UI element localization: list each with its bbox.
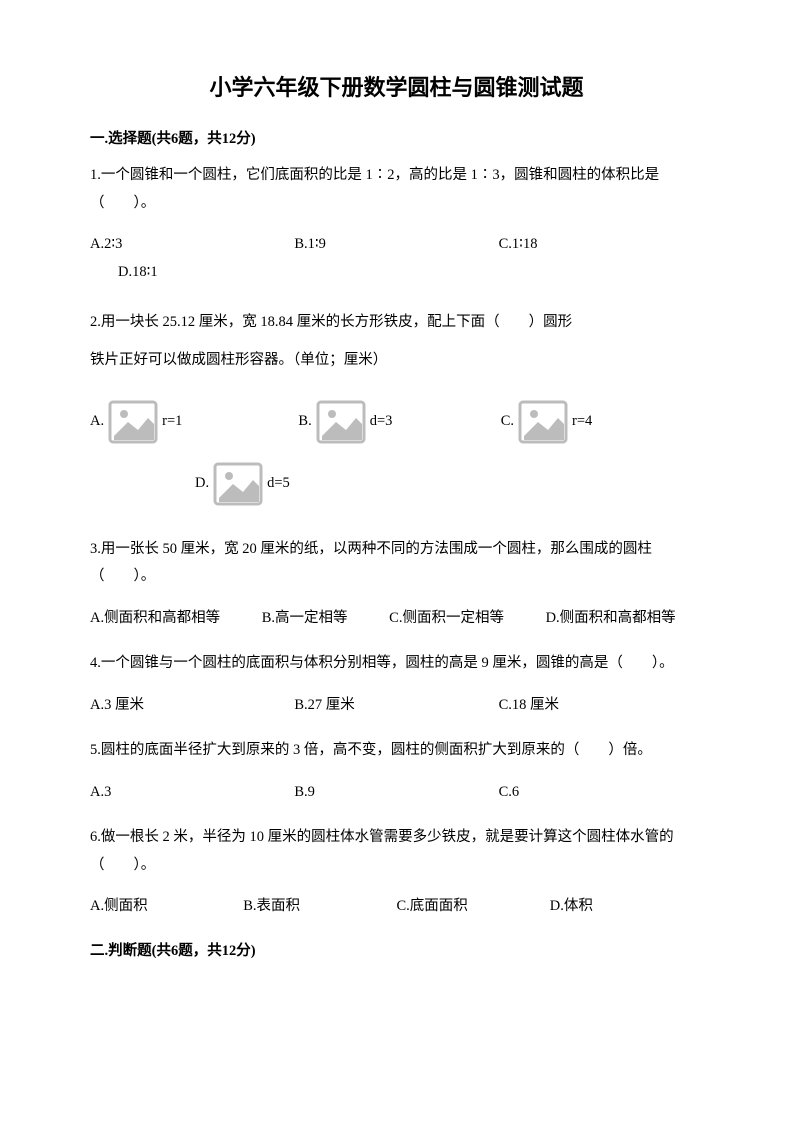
q3-opt-d: D.侧面积和高都相等: [546, 610, 676, 626]
q1-opt-d: D.18∶1: [90, 259, 703, 287]
placeholder-image-icon: [108, 400, 158, 444]
q3-text: 3.用一张长 50 厘米，宽 20 厘米的纸，以两种不同的方法围成一个圆柱，那么…: [90, 536, 703, 591]
q5-opt-a: A.3: [90, 779, 294, 807]
q4-opt-a: A.3 厘米: [90, 692, 294, 720]
q3-opt-a: A.侧面积和高都相等: [90, 610, 220, 626]
placeholder-image-icon: [213, 462, 263, 506]
q2-opt-c-prefix: C.: [501, 413, 514, 430]
q6-opt-a: A.侧面积: [90, 893, 243, 921]
q2-opt-c-suffix: r=4: [572, 413, 592, 430]
placeholder-image-icon: [316, 400, 366, 444]
placeholder-image-icon: [518, 400, 568, 444]
q4-text: 4.一个圆锥与一个圆柱的底面积与体积分别相等，圆柱的高是 9 厘米，圆锥的高是（…: [90, 650, 703, 678]
q6-options: A.侧面积 B.表面积 C.底面面积 D.体积: [90, 893, 703, 921]
q2-opt-a: A. r=1: [90, 400, 298, 444]
q4-opt-b: B.27 厘米: [294, 692, 498, 720]
q3-options: A.侧面积和高都相等 B.高一定相等 C.侧面积一定相等 D.侧面积和高都相等: [90, 605, 703, 633]
q2-line1: 2.用一块长 25.12 厘米，宽 18.84 厘米的长方形铁皮，配上下面（ ）…: [90, 304, 703, 342]
q1-options: A.2∶3 B.1∶9 C.1∶18 D.18∶1: [90, 231, 703, 286]
q2-opt-c: C. r=4: [501, 400, 703, 444]
q2-line2: 铁片正好可以做成圆柱形容器。（单位；厘米）: [90, 342, 703, 380]
q4-opt-c: C.18 厘米: [499, 692, 703, 720]
page-title: 小学六年级下册数学圆柱与圆锥测试题: [90, 70, 703, 102]
q6-opt-c: C.底面面积: [397, 893, 550, 921]
q5-options: A.3 B.9 C.6: [90, 779, 703, 807]
q2-opt-a-prefix: A.: [90, 413, 104, 430]
q1-opt-c: C.1∶18: [499, 231, 703, 259]
q2-opt-d-suffix: d=5: [267, 475, 290, 492]
q2-opt-b-prefix: B.: [298, 413, 311, 430]
q6-opt-b: B.表面积: [243, 893, 396, 921]
q6-opt-d: D.体积: [550, 893, 703, 921]
q5-opt-b: B.9: [294, 779, 498, 807]
q5-text: 5.圆柱的底面半径扩大到原来的 3 倍，高不变，圆柱的侧面积扩大到原来的（ ）倍…: [90, 737, 703, 765]
q3-opt-b: B.高一定相等: [262, 610, 348, 626]
q2-opt-d-prefix: D.: [195, 475, 209, 492]
q2-opt-b: B. d=3: [298, 400, 500, 444]
q1-text: 1.一个圆锥和一个圆柱，它们底面积的比是 1∶2，高的比是 1∶3，圆锥和圆柱的…: [90, 162, 703, 217]
q2-opt-a-suffix: r=1: [162, 413, 182, 430]
section1-header: 一.选择题(共6题，共12分): [90, 127, 703, 148]
q3-opt-c: C.侧面积一定相等: [389, 610, 504, 626]
section2-header: 二.判断题(共6题，共12分): [90, 939, 703, 960]
q1-opt-b: B.1∶9: [294, 231, 498, 259]
q2-options-row1: A. r=1 B. d=3 C. r=4: [90, 400, 703, 444]
q5-opt-c: C.6: [499, 779, 703, 807]
q6-text: 6.做一根长 2 米，半径为 10 厘米的圆柱体水管需要多少铁皮，就是要计算这个…: [90, 824, 703, 879]
q2-opt-d: D. d=5: [195, 462, 703, 506]
q1-opt-a: A.2∶3: [90, 231, 294, 259]
q2-text: 2.用一块长 25.12 厘米，宽 18.84 厘米的长方形铁皮，配上下面（ ）…: [90, 304, 703, 379]
q2-opt-b-suffix: d=3: [370, 413, 393, 430]
q4-options: A.3 厘米 B.27 厘米 C.18 厘米: [90, 692, 703, 720]
